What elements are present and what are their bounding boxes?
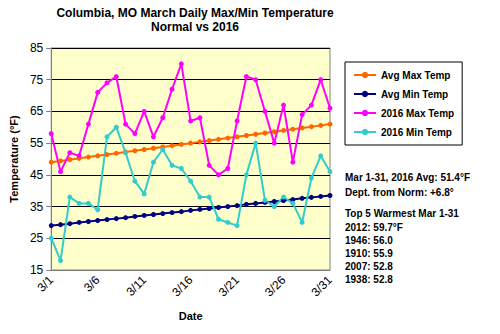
- svg-text:1946: 56.0: 1946: 56.0: [345, 235, 393, 246]
- svg-text:15: 15: [30, 263, 44, 277]
- svg-text:Columbia, MO March Daily Max/M: Columbia, MO March Daily Max/Min Tempera…: [56, 6, 333, 20]
- svg-text:55: 55: [30, 136, 44, 150]
- svg-text:Top 5 Warmest Mar 1-31: Top 5 Warmest Mar 1-31: [345, 208, 459, 219]
- svg-text:65: 65: [30, 104, 44, 118]
- svg-text:2016 Max Temp: 2016 Max Temp: [381, 108, 454, 119]
- svg-text:Dept. from Norm: +6.8°: Dept. from Norm: +6.8°: [345, 187, 454, 198]
- svg-text:Temperature (°F): Temperature (°F): [8, 115, 20, 203]
- svg-text:Avg Min Temp: Avg Min Temp: [381, 89, 448, 100]
- svg-text:85: 85: [30, 41, 44, 55]
- svg-text:2012: 59.7°F: 2012: 59.7°F: [345, 222, 403, 233]
- svg-text:Date: Date: [179, 310, 203, 322]
- svg-text:3/26: 3/26: [262, 273, 289, 300]
- svg-text:45: 45: [30, 168, 44, 182]
- svg-text:1910: 55.9: 1910: 55.9: [345, 248, 393, 259]
- svg-text:3/21: 3/21: [216, 273, 243, 300]
- svg-text:35: 35: [30, 200, 44, 214]
- svg-text:3/1: 3/1: [35, 273, 57, 295]
- svg-text:25: 25: [30, 231, 44, 245]
- svg-text:1938: 52.8: 1938: 52.8: [345, 274, 393, 285]
- svg-text:Avg Max Temp: Avg Max Temp: [381, 70, 450, 81]
- svg-text:3/6: 3/6: [81, 273, 103, 295]
- svg-text:3/16: 3/16: [169, 273, 196, 300]
- svg-text:3/31: 3/31: [309, 273, 336, 300]
- svg-text:3/11: 3/11: [123, 273, 149, 299]
- svg-text:75: 75: [30, 73, 44, 87]
- svg-text:2007: 52.8: 2007: 52.8: [345, 261, 393, 272]
- svg-text:Mar 1-31, 2016 Avg: 51.4°F: Mar 1-31, 2016 Avg: 51.4°F: [345, 172, 470, 183]
- svg-text:2016 Min Temp: 2016 Min Temp: [381, 127, 452, 138]
- svg-text:Normal vs 2016: Normal vs 2016: [151, 20, 239, 34]
